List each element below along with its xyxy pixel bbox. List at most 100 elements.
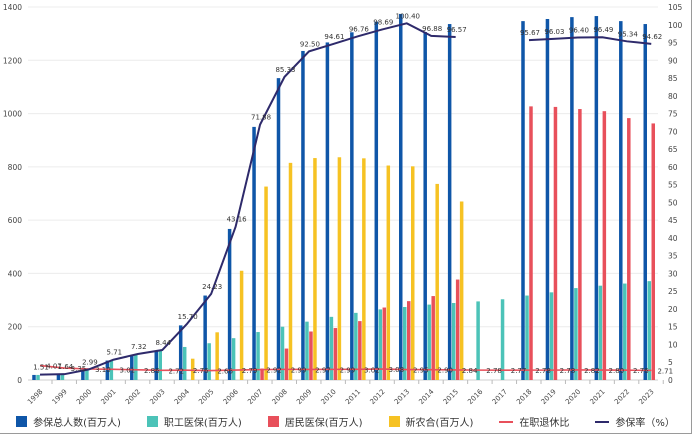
bar-2-2020 <box>578 109 582 380</box>
x-tick-label: 2000 <box>75 388 93 406</box>
x-tick-label: 2016 <box>466 387 485 406</box>
ratio-label-2006: 2.79 <box>242 367 258 375</box>
bar-0-2019 <box>545 18 550 380</box>
bar-3-2008 <box>288 162 293 380</box>
legend-line <box>595 420 610 423</box>
bar-1-2011 <box>354 312 358 380</box>
legend-swatch <box>388 416 400 427</box>
legend-item-ncms[interactable]: 新农合(百万人) <box>388 414 474 429</box>
right-tick-label: 85 <box>668 74 678 83</box>
bar-1-2019 <box>549 292 554 380</box>
right-tick-label: 30 <box>668 269 678 278</box>
ratio-label-2007: 2.92 <box>266 367 282 375</box>
x-tick-label: 2019 <box>540 388 558 406</box>
left-tick-label: 1200 <box>3 56 22 65</box>
ratio-label-2003: 2.72 <box>168 367 184 375</box>
bar-2-2007 <box>260 368 264 380</box>
bar-1-2014 <box>427 304 431 380</box>
bar-3-2011 <box>362 158 366 380</box>
ratio-label-2011: 3.02 <box>364 366 380 374</box>
bar-1-2018 <box>525 295 529 380</box>
right-tick-label: 0 <box>668 376 673 385</box>
bar-1-2022 <box>623 283 627 380</box>
rate-label-2019: 96.03 <box>544 28 564 36</box>
legend-label: 在职退休比 <box>519 418 570 429</box>
right-tick-label: 60 <box>668 163 678 172</box>
rate-label-2018: 95.67 <box>520 29 540 37</box>
rate-label-2014: 96.88 <box>422 25 442 33</box>
x-tick-label: 2015 <box>442 388 460 406</box>
ratio-label-2000: 3.10 <box>95 366 111 374</box>
bar-1-2023 <box>647 281 651 380</box>
bar-0-2012 <box>374 21 379 381</box>
rate-label-2000: 2.99 <box>82 358 98 366</box>
right-tick-label: 15 <box>668 323 678 332</box>
rate-label-2001: 5.71 <box>107 349 123 357</box>
bar-2-2008 <box>284 348 289 380</box>
legend-swatch <box>267 416 279 427</box>
right-tick-label: 45 <box>668 216 678 225</box>
x-tick-label: 2014 <box>417 387 436 406</box>
x-tick-label: 2017 <box>491 388 509 406</box>
ratio-label-1999: 3.35 <box>71 365 87 373</box>
ratio-label-1998: 4.07 <box>46 363 62 371</box>
legend-label: 新农合(百万人) <box>405 418 474 429</box>
rate-label-2008: 85.33 <box>275 66 295 74</box>
bar-2-2013 <box>407 301 411 380</box>
bar-1-2021 <box>598 285 603 380</box>
x-tick-label: 2006 <box>222 387 241 406</box>
bar-0-2022 <box>619 21 623 380</box>
x-tick-label: 2023 <box>637 388 655 406</box>
ratio-label-2012: 3.08 <box>389 366 405 374</box>
legend-item-rate[interactable]: 参保率（%） <box>595 414 675 429</box>
bar-0-2015 <box>447 24 452 381</box>
x-tick-label: 2021 <box>589 388 607 406</box>
bar-0-2009 <box>301 50 305 380</box>
rate-label-2003: 8.44 <box>155 339 171 347</box>
bar-0-2010 <box>325 42 330 381</box>
bar-0-2001 <box>105 360 110 380</box>
bar-1-2015 <box>451 303 456 380</box>
x-tick-label: 2008 <box>271 388 289 406</box>
bar-3-2004 <box>190 358 195 380</box>
left-tick-label: 1000 <box>3 110 22 119</box>
legend: 参保总人数(百万人) 职工医保(百万人) 居民医保(百万人) 新农合(百万人) … <box>0 414 691 429</box>
ratio-label-2010: 2.99 <box>340 366 356 374</box>
legend-item-ratio[interactable]: 在职退休比 <box>499 414 569 429</box>
right-tick-label: 70 <box>668 127 678 136</box>
rate-label-2009: 92.50 <box>300 40 320 48</box>
rate-label-2023: 94.62 <box>642 33 662 41</box>
x-tick-label: 2018 <box>515 388 533 406</box>
ratio-label-2002: 2.86 <box>144 367 160 375</box>
x-tick-label: 2005 <box>197 388 215 406</box>
bar-1-1998 <box>36 374 40 380</box>
ratio-label-2008: 2.99 <box>291 366 307 374</box>
bar-3-2007 <box>264 186 268 380</box>
legend-item-total[interactable]: 参保总人数(百万人) <box>16 414 121 429</box>
right-tick-label: 95 <box>668 39 678 48</box>
bar-1-2000 <box>85 369 89 380</box>
bar-1-2008 <box>280 326 285 380</box>
bar-1-2007 <box>256 332 260 380</box>
bar-1-2012 <box>378 309 383 380</box>
bar-0-1999 <box>56 374 61 380</box>
ratio-label-2021: 2.80 <box>609 367 625 375</box>
bar-0-1998 <box>32 374 36 380</box>
legend-item-employee[interactable]: 职工医保(百万人) <box>146 414 242 429</box>
bar-0-2020 <box>570 17 574 380</box>
right-tick-label: 90 <box>668 56 678 65</box>
bar-1-2020 <box>574 288 578 380</box>
left-tick-label: 800 <box>8 163 23 172</box>
rate-label-1999: 1.64 <box>58 363 74 371</box>
left-tick-label: 600 <box>8 216 23 225</box>
left-tick-label: 200 <box>8 323 23 332</box>
bar-0-2021 <box>594 16 599 381</box>
bar-1-1999 <box>60 374 65 380</box>
ratio-label-2023: 2.71 <box>657 367 673 375</box>
right-tick-label: 105 <box>668 3 683 12</box>
bar-3-2012 <box>386 165 391 380</box>
legend-item-resident[interactable]: 居民医保(百万人) <box>267 414 363 429</box>
right-tick-label: 80 <box>668 92 678 101</box>
right-tick-label: 40 <box>668 234 678 243</box>
